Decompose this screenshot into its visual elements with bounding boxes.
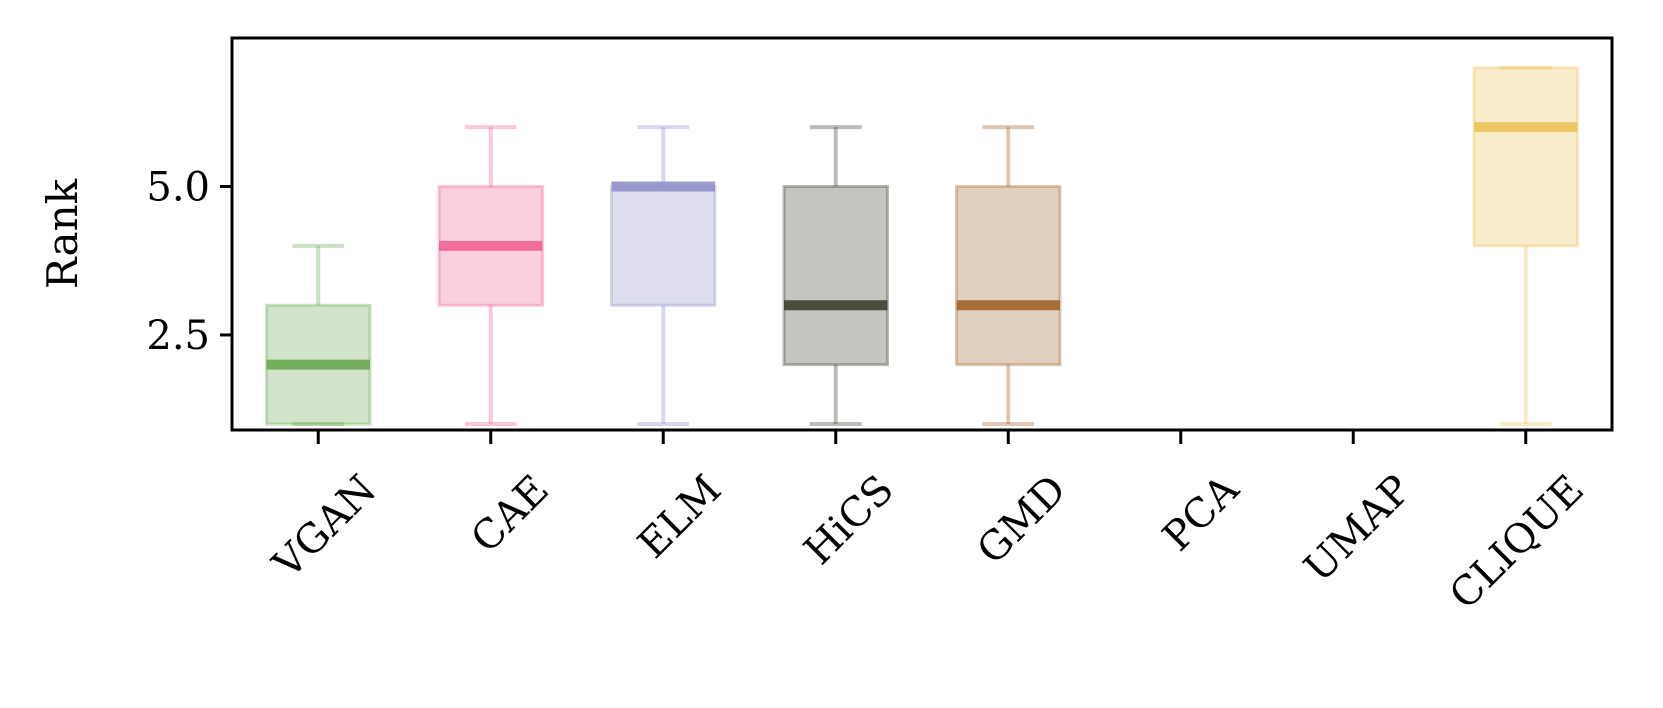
x-axis: VGAN CAE ELM HiCS GMD PCA UMAP CLIQUE (264, 430, 1593, 618)
iqr-box (610, 184, 717, 307)
x-tick-label-hics: HiCS (796, 467, 903, 574)
box-hics (782, 125, 889, 427)
x-tick-label-vgan: VGAN (264, 467, 385, 588)
x-tick-label-elm: ELM (629, 467, 730, 568)
y-axis-label: Rank (38, 178, 87, 289)
y-tick-label: 5.0 (146, 164, 210, 210)
x-tick-label-umap: UMAP (1296, 467, 1421, 592)
box-elm (610, 125, 717, 427)
x-tick-label-gmd: GMD (969, 467, 1076, 574)
y-axis: 2.5 5.0 (146, 164, 232, 359)
x-tick-label-cae: CAE (463, 467, 558, 562)
iqr-box (955, 184, 1062, 367)
box-cae (437, 125, 544, 427)
iqr-box (1472, 66, 1579, 248)
x-tick-label-clique: CLIQUE (1441, 467, 1593, 619)
box-clique (1472, 65, 1579, 427)
box-vgan (265, 243, 372, 427)
x-tick-label-pca: PCA (1154, 466, 1248, 560)
boxes-layer (265, 65, 1579, 427)
y-tick-label: 2.5 (146, 313, 210, 359)
plot-frame (230, 36, 1614, 432)
box-gmd (955, 125, 1062, 427)
iqr-box (782, 184, 889, 367)
